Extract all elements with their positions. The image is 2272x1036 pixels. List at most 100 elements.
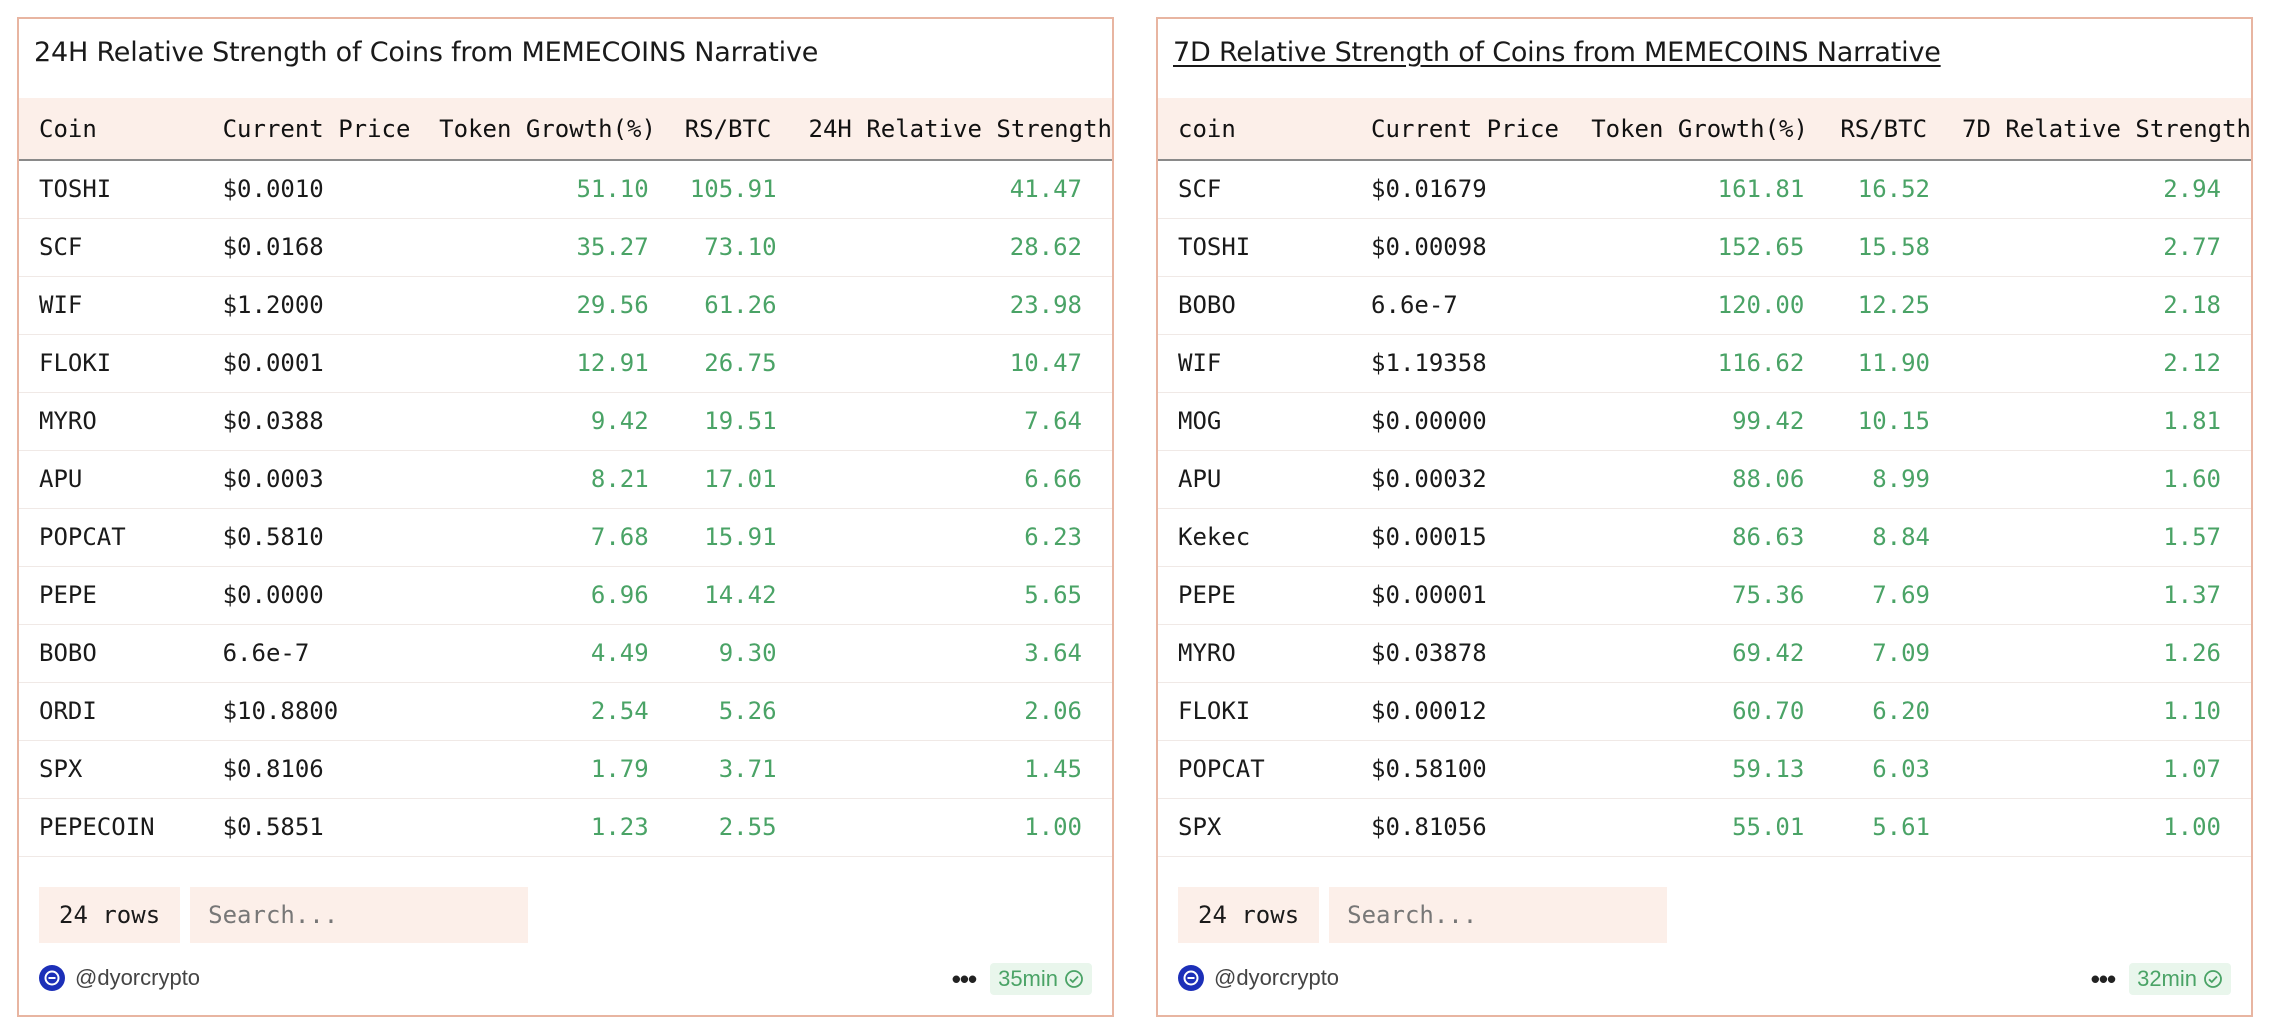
- price-cell: 6.6e-7: [222, 639, 310, 667]
- table-controls: 24 rows: [1178, 887, 1668, 943]
- panel-title[interactable]: 7D Relative Strength of Coins from MEMEC…: [1173, 37, 1941, 68]
- author-link[interactable]: @dyorcrypto: [1178, 965, 1339, 991]
- column-header-price[interactable]: Current Price: [202, 98, 420, 161]
- rs-btc-cell: 17.01: [704, 465, 777, 493]
- table-row[interactable]: FLOKI $0.0001 12.91 26.75 10.47: [19, 334, 1112, 392]
- table-row[interactable]: POPCAT $0.5810 7.68 15.91 6.23: [19, 508, 1112, 566]
- column-header-price[interactable]: Current Price: [1351, 98, 1572, 161]
- rs-btc-cell: 15.91: [704, 523, 777, 551]
- table-row[interactable]: TOSHI $0.0010 51.10 105.91 41.47: [19, 160, 1112, 218]
- price-cell: $0.00098: [1371, 233, 1487, 261]
- price-cell: $0.81056: [1371, 813, 1487, 841]
- growth-cell: 2.54: [590, 697, 649, 725]
- growth-cell: 69.42: [1732, 639, 1805, 667]
- coin-cell: FLOKI: [1178, 697, 1251, 725]
- column-header-rs-btc[interactable]: RS/BTC: [1820, 98, 1942, 161]
- table-row[interactable]: POPCAT $0.58100 59.13 6.03 1.07: [1158, 740, 2251, 798]
- relative-strength-cell: 1.37: [2163, 581, 2221, 609]
- rs-btc-cell: 6.03: [1872, 755, 1930, 783]
- table-body: SCF $0.01679 161.81 16.52 2.94 TOSHI $0.00098 1…: [1158, 160, 2251, 856]
- table-row[interactable]: PEPECOIN $0.5851 1.23 2.55 1.00: [19, 798, 1112, 856]
- coin-cell: SPX: [1178, 813, 1222, 841]
- rs-btc-cell: 15.58: [1857, 233, 1930, 261]
- table-controls: 24 rows: [39, 887, 529, 943]
- relative-strength-cell: 2.77: [2163, 233, 2221, 261]
- table-row[interactable]: APU $0.00032 88.06 8.99 1.60: [1158, 450, 2251, 508]
- author-avatar-icon: [39, 965, 65, 991]
- author-name: @dyorcrypto: [75, 965, 201, 990]
- table-row[interactable]: FLOKI $0.00012 60.70 6.20 1.10: [1158, 682, 2251, 740]
- table-row[interactable]: WIF $1.19358 116.62 11.90 2.12: [1158, 334, 2251, 392]
- table-row[interactable]: PEPE $0.0000 6.96 14.42 5.65: [19, 566, 1112, 624]
- author-name: @dyorcrypto: [1214, 965, 1340, 990]
- column-header-relative-strength[interactable]: 7D Relative Strength: [1942, 98, 2251, 161]
- growth-cell: 161.81: [1717, 175, 1805, 204]
- table-row[interactable]: Kekec $0.00015 86.63 8.84 1.57: [1158, 508, 2251, 566]
- relative-strength-cell: 5.65: [1024, 581, 1082, 609]
- price-cell: $0.0388: [222, 407, 324, 435]
- table-row[interactable]: WIF $1.2000 29.56 61.26 23.98: [19, 276, 1112, 334]
- relative-strength-cell: 1.57: [2163, 523, 2221, 551]
- growth-cell: 75.36: [1732, 581, 1805, 609]
- growth-cell: 116.62: [1717, 349, 1805, 377]
- rs-btc-cell: 10.15: [1857, 407, 1930, 435]
- rs-btc-cell: 11.90: [1857, 349, 1930, 377]
- relative-strength-cell: 28.62: [1009, 233, 1082, 261]
- coin-cell: BOBO: [1178, 291, 1236, 319]
- relative-strength-cell: 6.23: [1024, 523, 1082, 551]
- relative-strength-cell: 1.81: [2163, 407, 2221, 435]
- coins-table: coin Current Price Token Growth(%) RS/BT…: [1158, 98, 2251, 857]
- refresh-time-badge[interactable]: 32min: [2129, 963, 2231, 995]
- growth-cell: 35.27: [576, 233, 649, 261]
- table-row[interactable]: BOBO 6.6e-7 4.49 9.30 3.64: [19, 624, 1112, 682]
- column-header-growth[interactable]: Token Growth(%): [1571, 98, 1821, 161]
- rs-btc-cell: 3.71: [718, 755, 777, 783]
- coin-cell: POPCAT: [1178, 755, 1265, 783]
- table-row[interactable]: MYRO $0.0388 9.42 19.51 7.64: [19, 392, 1112, 450]
- author-link[interactable]: @dyorcrypto: [39, 965, 200, 991]
- table-container[interactable]: Coin Current Price Token Growth(%) RS/BT…: [19, 98, 1112, 857]
- price-cell: $0.0010: [222, 175, 324, 204]
- table-row[interactable]: MYRO $0.03878 69.42 7.09 1.26: [1158, 624, 2251, 682]
- column-header-relative-strength[interactable]: 24H Relative Strength: [788, 98, 1112, 161]
- relative-strength-cell: 6.66: [1024, 465, 1082, 493]
- status-area: ••• 32min: [2091, 963, 2231, 995]
- price-cell: $1.19358: [1371, 349, 1487, 377]
- coin-cell: PEPE: [39, 581, 97, 609]
- column-header-growth[interactable]: Token Growth(%): [419, 98, 665, 161]
- table-row[interactable]: ORDI $10.8800 2.54 5.26 2.06: [19, 682, 1112, 740]
- table-row[interactable]: MOG $0.00000 99.42 10.15 1.81: [1158, 392, 2251, 450]
- more-options-icon[interactable]: •••: [2090, 964, 2116, 994]
- search-input[interactable]: [1329, 887, 1668, 943]
- coin-cell: FLOKI: [39, 349, 112, 377]
- table-row[interactable]: SCF $0.0168 35.27 73.10 28.62: [19, 218, 1112, 276]
- refresh-time-badge[interactable]: 35min: [990, 963, 1092, 995]
- rs-btc-cell: 61.26: [704, 291, 777, 319]
- table-row[interactable]: SCF $0.01679 161.81 16.52 2.94: [1158, 160, 2251, 218]
- rs-btc-cell: 12.25: [1857, 291, 1930, 319]
- rs-btc-cell: 8.99: [1872, 465, 1930, 493]
- refresh-time-label: 35min: [998, 966, 1058, 991]
- column-header-coin[interactable]: coin: [1158, 98, 1352, 161]
- table-container[interactable]: coin Current Price Token Growth(%) RS/BT…: [1158, 98, 2251, 857]
- growth-cell: 59.13: [1732, 755, 1805, 783]
- table-row[interactable]: TOSHI $0.00098 152.65 15.58 2.77: [1158, 218, 2251, 276]
- column-header-rs-btc[interactable]: RS/BTC: [664, 98, 789, 161]
- search-input[interactable]: [190, 887, 529, 943]
- table-row[interactable]: SPX $0.81056 55.01 5.61 1.00: [1158, 798, 2251, 856]
- growth-cell: 88.06: [1732, 465, 1805, 493]
- refresh-time-label: 32min: [2137, 966, 2197, 991]
- column-header-coin[interactable]: Coin: [19, 98, 203, 161]
- panel-24h-relative-strength: 24H Relative Strength of Coins from MEME…: [17, 17, 1114, 1017]
- more-options-icon[interactable]: •••: [951, 964, 977, 994]
- coins-table: Coin Current Price Token Growth(%) RS/BT…: [19, 98, 1112, 857]
- table-row[interactable]: SPX $0.8106 1.79 3.71 1.45: [19, 740, 1112, 798]
- table-row[interactable]: BOBO 6.6e-7 120.00 12.25 2.18: [1158, 276, 2251, 334]
- panel-title[interactable]: 24H Relative Strength of Coins from MEME…: [34, 37, 819, 68]
- author-avatar-icon: [1178, 965, 1204, 991]
- growth-cell: 12.91: [576, 349, 649, 377]
- coin-cell: PEPE: [1178, 581, 1236, 609]
- table-row[interactable]: APU $0.0003 8.21 17.01 6.66: [19, 450, 1112, 508]
- price-cell: $0.00012: [1371, 697, 1487, 725]
- table-row[interactable]: PEPE $0.00001 75.36 7.69 1.37: [1158, 566, 2251, 624]
